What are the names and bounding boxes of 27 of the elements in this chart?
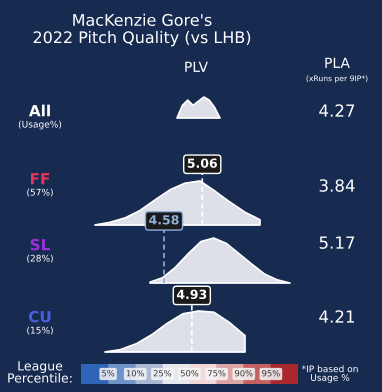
text: SL (30, 238, 50, 250)
text: 5.06 (188, 158, 217, 168)
text: 90% (235, 370, 253, 376)
text: MacKenzie Gore's 2022 Pitch Quality (vs LHB) (34, 14, 250, 46)
text: PLV (185, 62, 208, 72)
text: *IP based on Usage % (302, 365, 358, 383)
text: PLA (325, 58, 350, 68)
text: CU (28, 310, 50, 322)
text: 4.27 (319, 104, 354, 117)
text: 4.21 (319, 310, 354, 323)
text: League Percentile: (8, 361, 72, 383)
text: 5.17 (320, 236, 354, 249)
text: 5% (102, 370, 114, 376)
text: 10% (126, 370, 144, 376)
text: 4.93 (176, 290, 206, 300)
text: (Usage%) (18, 120, 62, 130)
text: (57%) (27, 188, 53, 197)
text: 50% (180, 370, 198, 376)
text: 75% (208, 370, 226, 376)
text: FF (30, 173, 50, 184)
annotation: 4.58 (149, 215, 179, 225)
text: (28%) (27, 254, 53, 263)
text: 3.84 (320, 179, 355, 192)
text: 25% (154, 370, 172, 376)
text: All (28, 104, 50, 116)
text: (15%) (27, 326, 53, 335)
text: 95% (262, 370, 280, 376)
